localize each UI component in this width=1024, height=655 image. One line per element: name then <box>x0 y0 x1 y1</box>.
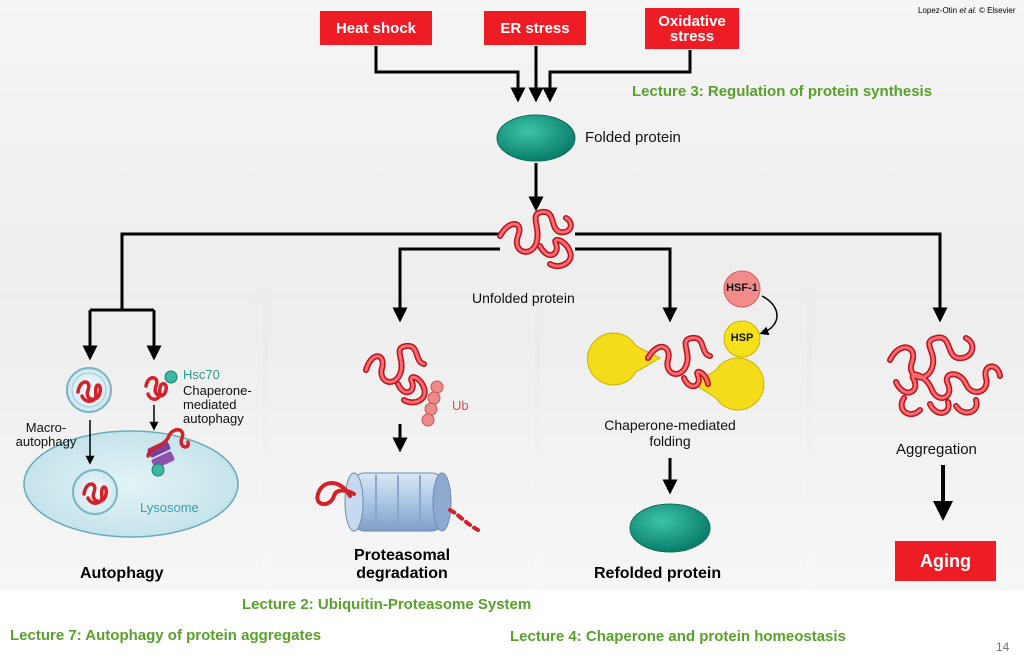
oxidative-stress-label-line2: stress <box>669 27 715 45</box>
lamp2a-receptor-icon <box>146 428 190 477</box>
peptide-fragments <box>448 508 480 532</box>
hsp-label: HSP <box>730 332 754 344</box>
unfolded-protein-label: Unfolded protein <box>472 290 575 306</box>
page-number: 14 <box>996 640 1010 654</box>
hsp-icon <box>723 320 761 358</box>
oxidative-stress-box: Oxidative stress <box>645 8 739 49</box>
lecture-2-link[interactable]: Lecture 2: Ubiquitin-Proteasome System <box>242 596 532 613</box>
ubiquitin-label: Ub <box>452 398 469 413</box>
chaperone-right-icon <box>693 357 765 411</box>
macroautophagy-label: Macro- autophagy <box>15 420 77 449</box>
chaperone-folding-label: Chaperone-mediated folding <box>604 417 736 449</box>
er-stress-label: ER stress <box>500 19 570 37</box>
aging-label: Aging <box>920 550 971 571</box>
stress-arrows <box>374 46 692 103</box>
lysosome-label: Lysosome <box>140 500 199 515</box>
hsc70-icon <box>164 370 178 384</box>
oxidative-stress-label-line1: Oxidative <box>658 12 726 30</box>
chaperone-left-icon <box>587 332 662 386</box>
heat-shock-label: Heat shock <box>335 19 417 37</box>
autophagy-title: Autophagy <box>80 565 164 582</box>
aggregation-label: Aggregation <box>896 441 977 458</box>
aging-box: Aging <box>895 541 996 581</box>
protein-aggregate-shape <box>887 334 1003 418</box>
hsf1-label: HSF-1 <box>726 282 758 294</box>
ubiquitin-chain-icon <box>421 380 444 427</box>
folded-protein-shape <box>496 114 576 162</box>
branch-arrows <box>82 232 948 361</box>
refolded-protein-title: Refolded protein <box>594 565 722 582</box>
refolded-protein-shape <box>629 503 711 553</box>
heat-shock-box: Heat shock <box>320 11 432 45</box>
cma-label: Chaperone- mediated autophagy <box>183 383 252 426</box>
proteasomal-degradation-title: Proteasomal degradation <box>353 547 451 582</box>
chaperone-bound-protein <box>645 334 713 390</box>
aging-panel <box>812 290 1024 590</box>
proteasome-icon <box>344 472 452 532</box>
hsf1-icon <box>723 270 761 308</box>
figure-credit: Lopez-Otin et al. © Elsevier <box>918 6 1016 15</box>
lecture-4-link[interactable]: Lecture 4: Chaperone and protein homeost… <box>510 628 846 645</box>
er-stress-box: ER stress <box>484 11 586 45</box>
lecture-3-link[interactable]: Lecture 3: Regulation of protein synthes… <box>632 83 933 100</box>
lysosome-shape <box>23 430 239 538</box>
hsc70-label: Hsc70 <box>183 367 220 382</box>
lecture-7-link[interactable]: Lecture 7: Autophagy of protein aggregat… <box>10 627 322 644</box>
folded-protein-label: Folded protein <box>585 129 681 146</box>
